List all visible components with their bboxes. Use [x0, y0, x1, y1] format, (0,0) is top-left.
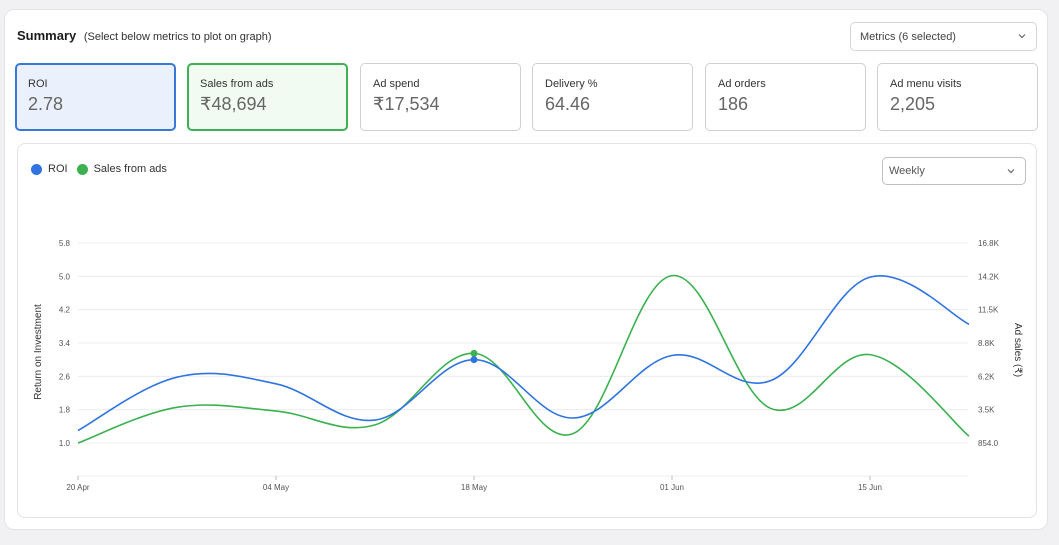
- page-title: Summary: [17, 28, 77, 43]
- right-axis-tick-label: 14.2K: [978, 272, 1000, 281]
- metric-label: Ad orders: [718, 78, 766, 90]
- metric-label: ROI: [28, 78, 48, 90]
- metric-label: Delivery %: [545, 78, 598, 90]
- legend-item-sales[interactable]: Sales from ads: [76, 163, 167, 175]
- metric-label: Ad menu visits: [890, 78, 962, 90]
- left-axis-tick-label: 2.6: [59, 372, 71, 381]
- x-axis-tick-label: 04 May: [263, 483, 289, 492]
- line-chart: 1.0 854.0 1.8 3.5K 2.6 6.2K 3.4 8.8K 4.2 11.5K 5.0…: [33, 239, 1023, 492]
- metric-value: 64.46: [545, 94, 591, 114]
- right-axis-tick-label: 11.5K: [978, 306, 999, 315]
- metric-value: 2.78: [28, 94, 64, 114]
- series-line-roi: [77, 275, 970, 432]
- metric-tile-ad-spend[interactable]: Ad spend ₹17,534: [360, 63, 521, 131]
- left-axis-tick-label: 1.8: [59, 406, 71, 415]
- metric-label: Sales from ads: [200, 78, 274, 90]
- metric-tile-ad-orders[interactable]: Ad orders 186: [705, 63, 866, 131]
- metric-tile-sales-from-ads[interactable]: Sales from ads ₹48,694: [187, 63, 348, 131]
- right-axis-tick-label: 854.0: [978, 439, 999, 448]
- left-axis-tick-label: 3.4: [59, 339, 71, 348]
- series-line-sales-from-ads: [77, 274, 970, 444]
- left-axis-tick-label: 5.0: [59, 272, 71, 281]
- metric-value: ₹17,534: [373, 94, 440, 114]
- page-subtitle: (Select below metrics to plot on graph): [83, 31, 272, 43]
- legend-label: ROI: [48, 163, 68, 175]
- metric-tile-ad-menu-visits[interactable]: Ad menu visits 2,205: [877, 63, 1038, 131]
- metrics-dropdown[interactable]: Metrics (6 selected): [850, 22, 1037, 51]
- legend-dot: [76, 163, 88, 175]
- chart-panel: ROI Sales from ads Weekly 1.0 854.0 1.8 3.5…: [17, 143, 1037, 518]
- chevron-down-icon: [1007, 169, 1015, 174]
- left-axis-tick-label: 5.8: [59, 239, 71, 248]
- legend-dot: [31, 163, 42, 175]
- data-point-roi: [470, 356, 478, 364]
- chart-legend: ROI Sales from ads: [31, 163, 176, 175]
- metric-value: 2,205: [890, 94, 936, 114]
- metric-value: 186: [718, 94, 749, 114]
- left-axis-title: Return on Investment: [33, 304, 44, 400]
- summary-card: Summary (Select below metrics to plot on…: [4, 9, 1048, 530]
- right-axis-tick-label: 16.8K: [978, 239, 1000, 248]
- x-axis-tick-label: 20 Apr: [66, 483, 89, 492]
- legend-label: Sales from ads: [93, 163, 167, 175]
- period-dropdown-label: Weekly: [889, 165, 925, 177]
- metric-label: Ad spend: [373, 78, 420, 90]
- left-axis-tick-label: 4.2: [59, 306, 71, 315]
- right-axis-tick-label: 8.8K: [978, 339, 995, 348]
- metric-value: ₹48,694: [200, 94, 267, 114]
- right-axis-title: Ad sales (₹): [1012, 323, 1023, 377]
- data-point-sales-from-ads: [470, 349, 478, 357]
- legend-item-roi[interactable]: ROI: [31, 163, 68, 175]
- metrics-dropdown-label: Metrics (6 selected): [860, 31, 956, 43]
- x-axis-tick-label: 18 May: [461, 483, 487, 492]
- x-axis-tick-label: 15 Jun: [858, 483, 882, 492]
- metric-tile-roi[interactable]: ROI 2.78: [15, 63, 176, 131]
- right-axis-tick-label: 3.5K: [978, 406, 995, 415]
- period-dropdown[interactable]: Weekly: [882, 157, 1026, 185]
- chevron-down-icon: [1018, 34, 1026, 39]
- summary-header: Summary (Select below metrics to plot on…: [17, 28, 272, 43]
- right-axis-tick-label: 6.2K: [978, 372, 995, 381]
- left-axis-tick-label: 1.0: [59, 439, 71, 448]
- metric-tile-delivery[interactable]: Delivery % 64.46: [532, 63, 693, 131]
- x-axis-tick-label: 01 Jun: [660, 483, 684, 492]
